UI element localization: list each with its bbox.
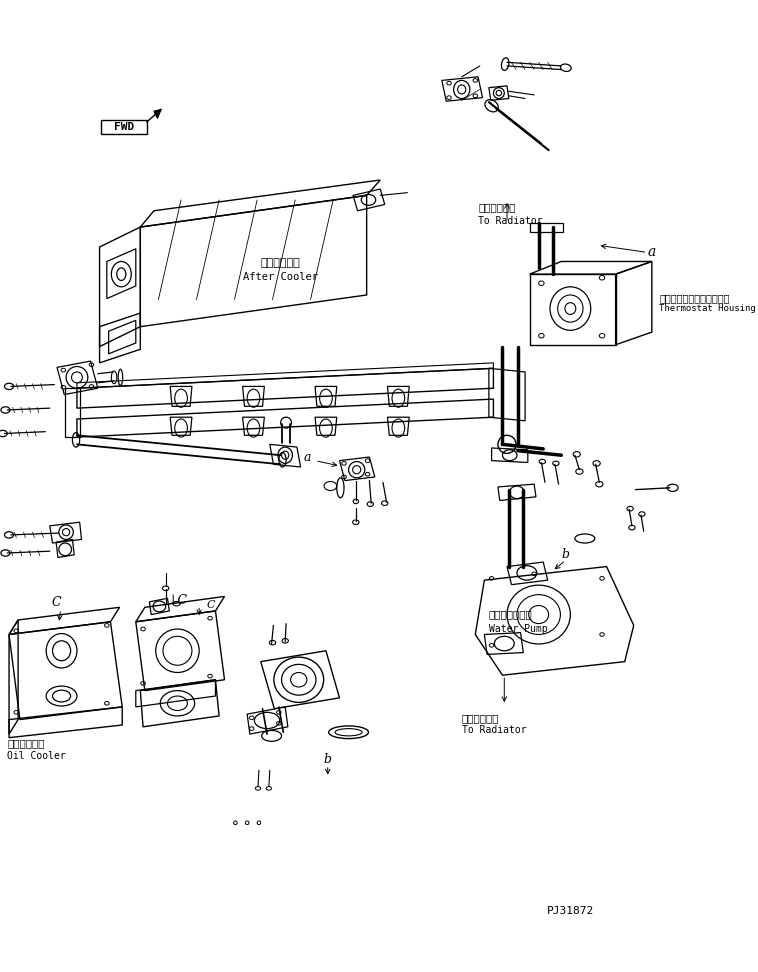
Text: PJ31872: PJ31872 [547,906,594,916]
Text: b: b [562,548,570,561]
Text: C: C [206,600,215,609]
Text: FWD: FWD [114,122,134,131]
Text: ラジエータへ: ラジエータへ [462,712,500,723]
Text: ラジエータへ: ラジエータへ [478,202,515,212]
Text: アフタクーラ: アフタクーラ [261,259,300,268]
Text: オイルクーラ: オイルクーラ [8,738,45,748]
Text: C: C [52,596,61,609]
Text: To Radiator: To Radiator [462,725,526,736]
Text: To Radiator: To Radiator [478,216,543,226]
Text: ↓C: ↓C [168,594,187,607]
Text: Thermostat Housing: Thermostat Housing [659,304,756,313]
Text: After Cooler: After Cooler [243,272,318,282]
Text: a: a [304,451,312,465]
Text: Water Pump: Water Pump [489,624,547,634]
Polygon shape [154,110,161,119]
Text: サーモスタットハウジング: サーモスタットハウジング [659,293,730,302]
Text: Oil Cooler: Oil Cooler [8,750,66,761]
Text: ウォータポンプ: ウォータポンプ [489,609,533,619]
Text: b: b [324,753,332,766]
Text: a: a [648,245,656,260]
